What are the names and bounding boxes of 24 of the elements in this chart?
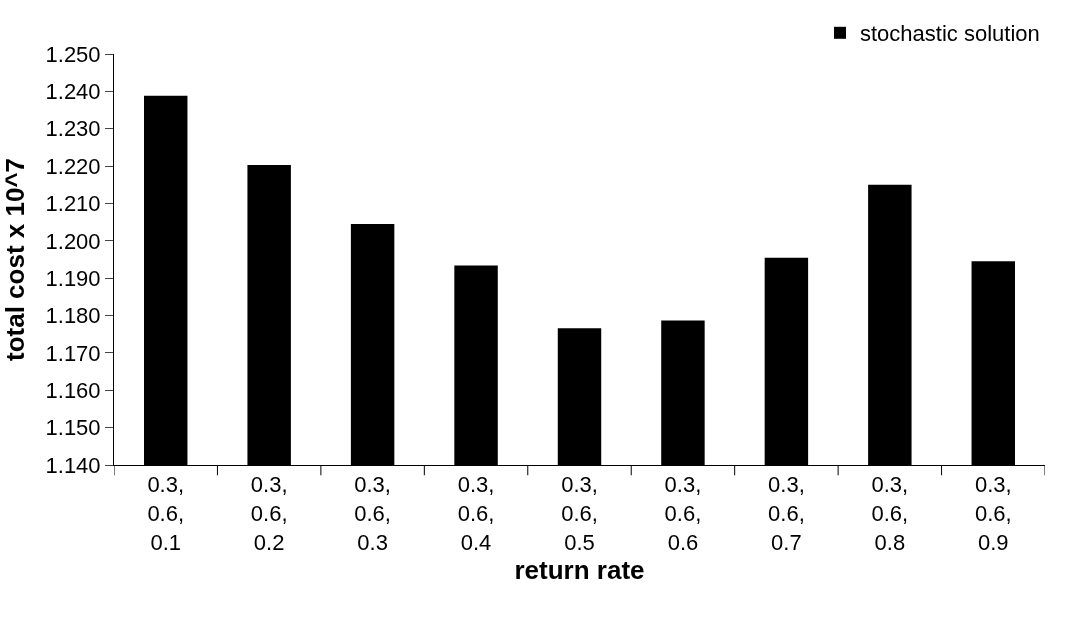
- y-tick-label: 1.140: [45, 452, 101, 478]
- y-axis-title: total cost x 10^7: [0, 157, 30, 362]
- y-tick-label: 1.170: [45, 340, 101, 366]
- y-tick-label: 1.190: [45, 265, 101, 291]
- y-tick-label: 1.220: [45, 153, 101, 179]
- x-tick-label: 0.3, 0.6, 0.5: [561, 472, 598, 555]
- y-tick-label: 1.160: [45, 377, 101, 403]
- x-tick-label: 0.3, 0.6, 0.4: [457, 472, 495, 555]
- y-tick-label: 1.230: [45, 116, 101, 142]
- y-tick-label: 1.150: [45, 415, 101, 441]
- x-tick-label: 0.3, 0.6, 0.6: [664, 472, 702, 555]
- y-tick-label: 1.250: [45, 41, 101, 67]
- x-tick-label: 0.3, 0.6, 0.2: [250, 472, 288, 555]
- x-tick-label: 0.3, 0.6, 0.9: [974, 472, 1012, 555]
- y-tick-label: 1.240: [45, 79, 101, 105]
- x-tick-label: 0.3, 0.6, 0.8: [871, 472, 909, 555]
- x-axis-title: return rate: [514, 554, 645, 585]
- legend-label: stochastic solution: [860, 21, 1040, 47]
- y-tick-label: 1.200: [45, 228, 101, 254]
- x-tick-label: 0.3, 0.6, 0.3: [354, 472, 391, 555]
- y-tick-label: 1.180: [45, 303, 101, 329]
- x-tick-label: 0.3, 0.6, 0.7: [768, 472, 805, 555]
- x-tick-label: 0.3, 0.6, 0.1: [147, 472, 185, 555]
- y-tick-label: 1.210: [45, 191, 101, 217]
